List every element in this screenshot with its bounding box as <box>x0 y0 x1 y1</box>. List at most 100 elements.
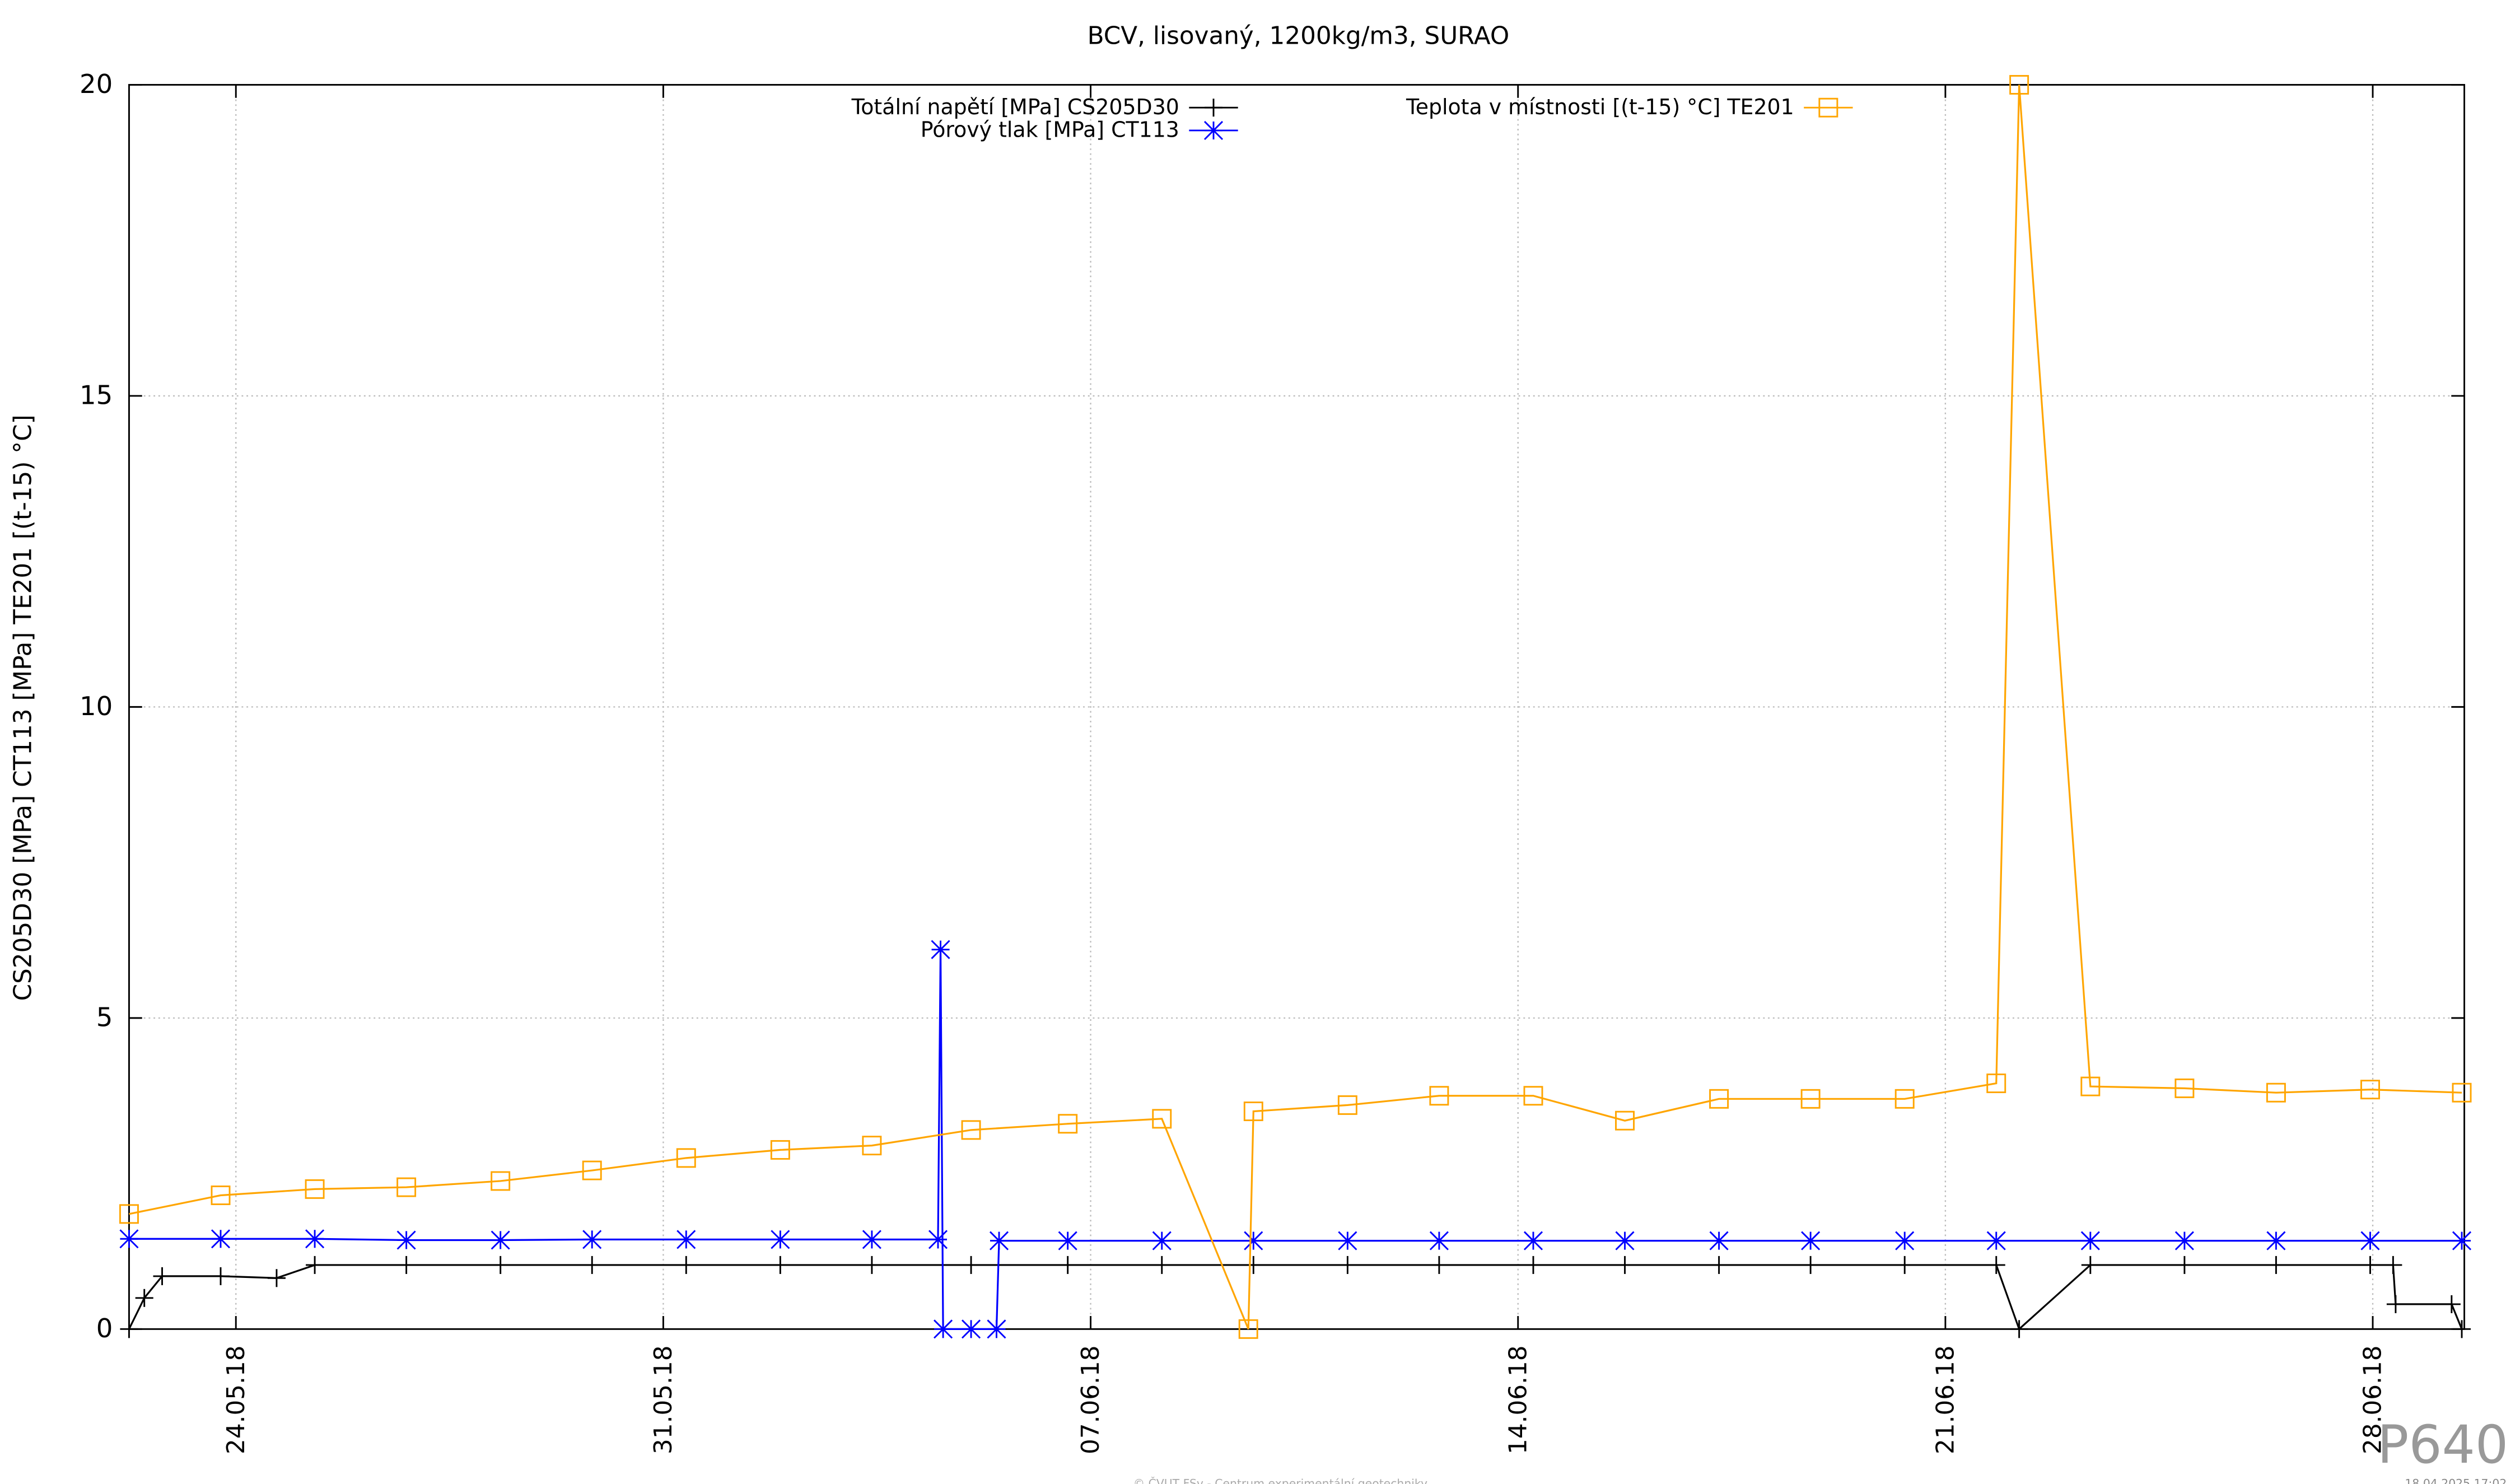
y-tick-label: 15 <box>80 380 113 410</box>
marker-shape <box>862 1136 882 1156</box>
marker-shape <box>1800 1089 1821 1109</box>
marker <box>1338 1231 1357 1250</box>
marker <box>962 1256 981 1274</box>
marker <box>989 1231 1009 1250</box>
marker <box>1152 1109 1172 1129</box>
marker <box>2080 1231 2100 1250</box>
marker-shape <box>2174 1078 2195 1098</box>
marker <box>582 1230 602 1249</box>
marker <box>987 1319 1006 1339</box>
marker <box>1615 1110 1635 1131</box>
marker <box>1058 1231 1077 1250</box>
marker <box>1244 1256 1263 1274</box>
marker <box>862 1256 881 1274</box>
marker <box>1709 1231 1729 1250</box>
marker-shape <box>1895 1231 1915 1250</box>
footer: © ČVUT FSv - Centrum experimentální geot… <box>1133 1476 1427 1484</box>
marker-shape <box>1986 1074 2006 1093</box>
marker-shape <box>2174 1231 2194 1250</box>
marker <box>267 1269 286 1287</box>
marker-shape <box>961 1120 981 1140</box>
marker <box>396 1177 417 1197</box>
y-tick-label: 20 <box>80 69 113 99</box>
marker-shape <box>676 1148 696 1168</box>
marker <box>1430 1256 1448 1274</box>
marker <box>491 1171 511 1191</box>
marker <box>770 1140 790 1160</box>
marker-shape <box>211 1186 231 1205</box>
marker-shape <box>770 1140 790 1160</box>
marker <box>135 1289 153 1307</box>
y-tick-label: 10 <box>80 691 113 721</box>
x-tick-label: 21.06.18 <box>1931 1345 1959 1454</box>
marker <box>2384 1256 2402 1274</box>
marker-shape <box>928 1230 948 1249</box>
timestamp: 18.04.2025 17:02 <box>2405 1477 2507 1484</box>
marker <box>2010 1320 2028 1338</box>
marker <box>1896 1256 1914 1274</box>
marker <box>2360 1080 2380 1100</box>
y-axis-label: CS205D30 [MPa] CT113 [MPa] TE201 [(t-15)… <box>9 414 38 1001</box>
marker <box>491 1256 510 1274</box>
marker-shape <box>1429 1086 1449 1106</box>
marker <box>1204 99 1223 117</box>
marker <box>676 1148 696 1168</box>
marker <box>1986 1231 2006 1250</box>
marker <box>119 1229 139 1249</box>
marker <box>2175 1256 2194 1274</box>
y-tick-label: 5 <box>96 1002 113 1032</box>
marker <box>2174 1231 2194 1250</box>
marker <box>1152 1231 1172 1250</box>
marker <box>862 1230 881 1249</box>
marker <box>2361 1256 2379 1274</box>
marker <box>211 1186 231 1205</box>
marker <box>1244 1231 1263 1250</box>
marker-shape <box>491 1230 510 1250</box>
marker-shape <box>1709 1089 1729 1109</box>
marker <box>120 1320 138 1338</box>
marker-shape <box>931 940 950 959</box>
marker-shape <box>1523 1086 1543 1106</box>
marker-shape <box>1523 1231 1543 1250</box>
marker-shape <box>1818 97 1838 118</box>
marker-shape <box>1203 120 1224 141</box>
marker <box>491 1230 510 1250</box>
marker <box>961 1120 981 1140</box>
marker <box>396 1230 416 1250</box>
marker <box>677 1256 696 1274</box>
marker-shape <box>2080 1231 2100 1250</box>
marker <box>1802 1256 1820 1274</box>
marker <box>1337 1095 1357 1115</box>
marker-shape <box>676 1230 696 1249</box>
marker <box>397 1256 416 1274</box>
marker-shape <box>1429 1231 1449 1250</box>
marker <box>934 1319 953 1339</box>
marker <box>1058 1114 1078 1134</box>
marker <box>1895 1231 1915 1250</box>
marker <box>2452 1082 2472 1103</box>
marker <box>962 1319 981 1339</box>
marker <box>2266 1231 2286 1250</box>
marker-shape <box>1801 1231 1821 1250</box>
marker-shape <box>2266 1082 2286 1103</box>
marker <box>2452 1231 2472 1250</box>
marker <box>1058 1256 1077 1274</box>
marker-shape <box>1894 1089 1915 1109</box>
marker-shape <box>771 1230 790 1249</box>
marker <box>2453 1320 2471 1338</box>
marker <box>306 1256 324 1274</box>
marker <box>2174 1078 2195 1098</box>
marker <box>1238 1319 1258 1339</box>
marker <box>2386 1295 2405 1313</box>
marker <box>862 1136 882 1156</box>
marker <box>2081 1256 2099 1274</box>
marker <box>211 1229 231 1249</box>
marker-shape <box>1986 1231 2006 1250</box>
marker <box>771 1256 790 1274</box>
marker <box>1524 1256 1543 1274</box>
marker-shape <box>1058 1231 1077 1250</box>
marker-shape <box>987 1319 1006 1339</box>
plot-frame <box>128 83 2466 1330</box>
marker-shape <box>1709 1231 1729 1250</box>
